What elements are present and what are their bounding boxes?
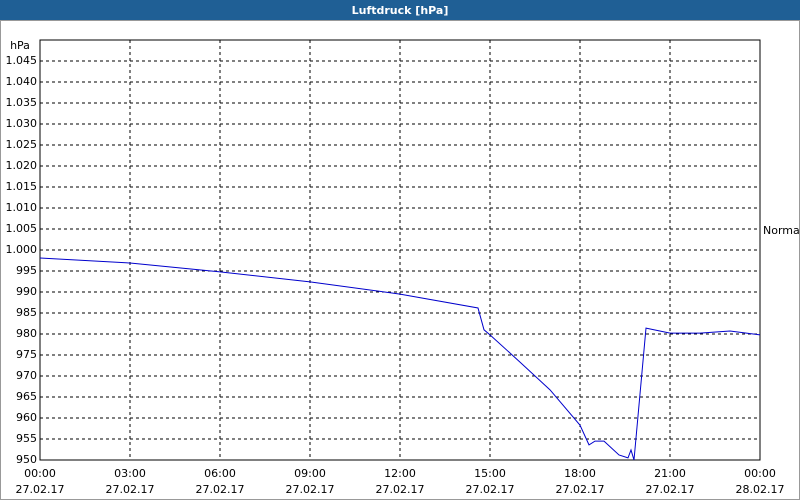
x-tick-date: 27.02.17 xyxy=(376,483,425,496)
y-tick-label: 980 xyxy=(16,327,37,340)
y-tick-label: 1.005 xyxy=(6,222,38,235)
y-tick-label: 955 xyxy=(16,432,37,445)
x-tick-date: 27.02.17 xyxy=(466,483,515,496)
y-tick-label: 995 xyxy=(16,264,37,277)
y-tick-label: 1.025 xyxy=(6,138,38,151)
line xyxy=(39,257,761,461)
y-tick-label: 1.015 xyxy=(6,180,38,193)
x-tick-date: 27.02.17 xyxy=(196,483,245,496)
y-tick-label: 970 xyxy=(16,369,37,382)
x-tick-label: 18:00 xyxy=(564,467,596,480)
x-tick-label: 09:00 xyxy=(294,467,326,480)
y-tick-label: 990 xyxy=(16,285,37,298)
x-tick-label: 15:00 xyxy=(474,467,506,480)
x-tick-date: 27.02.17 xyxy=(106,483,155,496)
x-tick-label: 21:00 xyxy=(654,467,686,480)
x-tick-date: 27.02.17 xyxy=(646,483,695,496)
x-tick-label: 03:00 xyxy=(114,467,146,480)
x-tick-date: 27.02.17 xyxy=(16,483,65,496)
y-axis-label: hPa xyxy=(10,39,30,52)
plot-border xyxy=(39,39,761,461)
y-tick-label: 975 xyxy=(16,348,37,361)
y-tick-label: 950 xyxy=(16,453,37,466)
y-tick-label: 965 xyxy=(16,390,37,403)
x-tick-label: 00:00 xyxy=(744,467,776,480)
x-tick-label: 00:00 xyxy=(24,467,56,480)
y-tick-label: 1.010 xyxy=(6,201,38,214)
x-tick-date: 28.02.17 xyxy=(736,483,785,496)
x-tick-label: 12:00 xyxy=(384,467,416,480)
title-bar xyxy=(0,0,800,20)
x-tick-date: 27.02.17 xyxy=(286,483,335,496)
x-tick-date: 27.02.17 xyxy=(556,483,605,496)
x-tick-label: 06:00 xyxy=(204,467,236,480)
y-tick-label: 1.020 xyxy=(6,159,38,172)
y-tick-label: 1.030 xyxy=(6,117,38,130)
y-tick-label: 1.000 xyxy=(6,243,38,256)
reference-label: Normal xyxy=(763,224,800,237)
y-tick-label: 960 xyxy=(16,411,37,424)
y-tick-label: 985 xyxy=(16,306,37,319)
y-tick-label: 1.040 xyxy=(6,75,38,88)
y-tick-label: 1.035 xyxy=(6,96,38,109)
y-tick-label: 1.045 xyxy=(6,54,38,67)
chart-title: Luftdruck [hPa] xyxy=(352,4,449,17)
frame xyxy=(0,20,800,500)
